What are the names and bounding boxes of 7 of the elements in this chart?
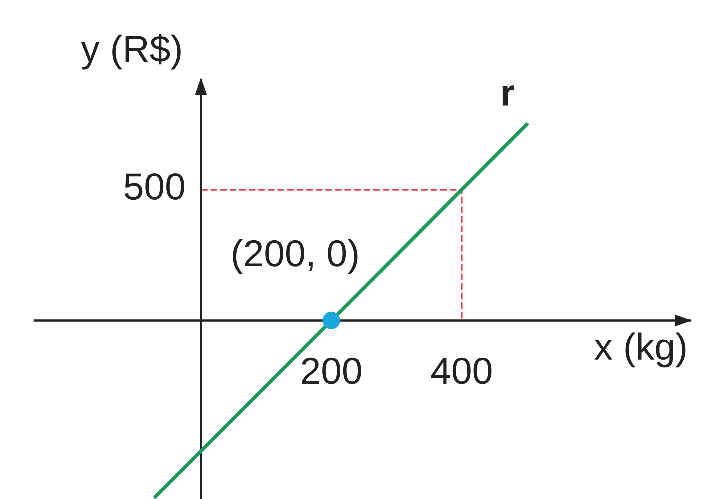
- y-axis-title: y (R$): [81, 34, 181, 70]
- annotation: (200, 0): [233, 239, 358, 274]
- series-label: r: [502, 86, 514, 106]
- x-tick-label: 200: [302, 358, 362, 384]
- annotation: 500: [124, 173, 184, 200]
- x-tick-label: 400: [431, 358, 492, 384]
- x-axis-title: x (kg): [594, 332, 686, 368]
